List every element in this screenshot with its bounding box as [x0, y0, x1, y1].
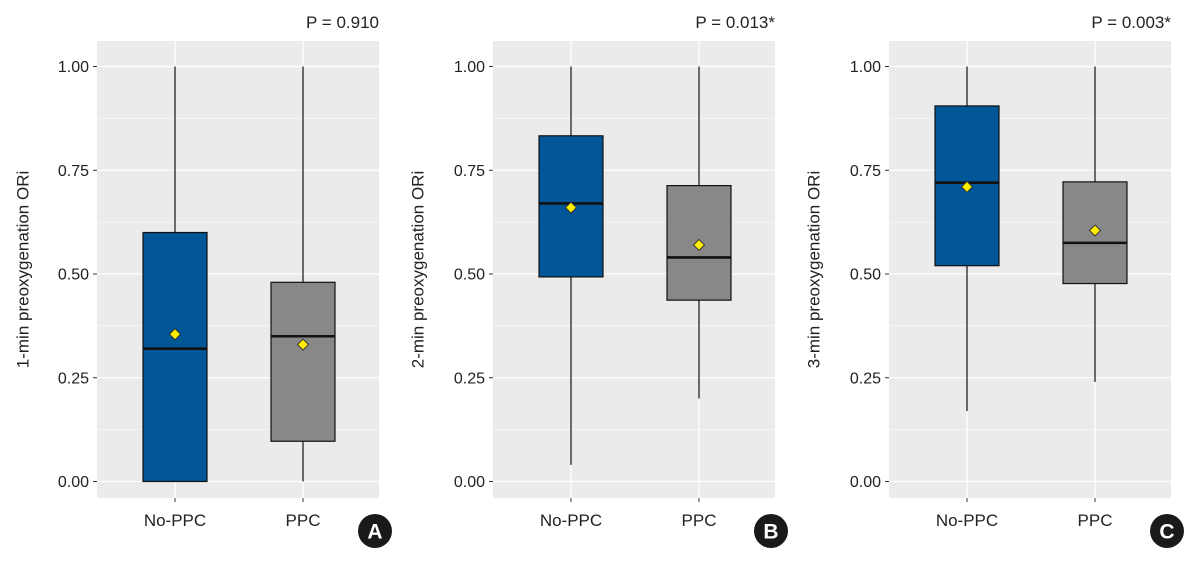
p-value-label: P = 0.003* — [1091, 13, 1171, 32]
y-tick-label: 0.50 — [454, 267, 485, 284]
y-tick-label: 0.75 — [850, 163, 881, 180]
panel-badge — [754, 514, 788, 548]
panel-letter: B — [763, 521, 778, 544]
y-axis-title: 1-min preoxygenation ORi — [13, 171, 32, 368]
box-no-ppc — [142, 231, 208, 483]
box-ppc — [666, 185, 732, 301]
p-value-label: P = 0.910 — [306, 13, 379, 32]
x-category-label: PPC — [1078, 511, 1113, 530]
box-ppc — [270, 281, 336, 442]
y-tick-label: 0.00 — [454, 474, 485, 491]
y-tick-label: 0.75 — [454, 163, 485, 180]
y-tick-label: 1.00 — [58, 59, 89, 76]
y-tick-label: 0.75 — [58, 163, 89, 180]
y-tick-label: 0.25 — [454, 370, 485, 387]
y-tick-label: 0.50 — [850, 267, 881, 284]
mean-marker — [564, 201, 578, 214]
x-category-label: PPC — [682, 511, 717, 530]
panel-letter: C — [1159, 521, 1174, 544]
mean-marker — [168, 327, 182, 341]
x-category-label: No-PPC — [540, 511, 602, 530]
p-value-label: P = 0.013* — [695, 13, 775, 32]
panel-badge — [1150, 514, 1184, 548]
mean-marker — [296, 338, 310, 351]
mean-marker — [960, 180, 974, 194]
x-category-label: PPC — [286, 511, 321, 530]
y-tick-label: 0.00 — [850, 474, 881, 491]
y-tick-label: 0.25 — [58, 370, 89, 387]
x-category-label: No-PPC — [144, 511, 206, 530]
y-tick-label: 0.25 — [850, 370, 881, 387]
panel-badge — [358, 514, 392, 548]
mean-marker — [692, 238, 706, 252]
y-tick-label: 0.00 — [58, 474, 89, 491]
y-tick-label: 1.00 — [454, 59, 485, 76]
y-tick-label: 0.50 — [58, 267, 89, 284]
y-axis-title: 2-min preoxygenation ORi — [408, 171, 427, 368]
panel-letter: A — [367, 521, 382, 544]
y-tick-label: 1.00 — [850, 59, 881, 76]
y-axis-title: 3-min preoxygenation ORi — [804, 171, 823, 368]
x-category-label: No-PPC — [936, 511, 998, 530]
mean-marker — [1088, 224, 1102, 237]
